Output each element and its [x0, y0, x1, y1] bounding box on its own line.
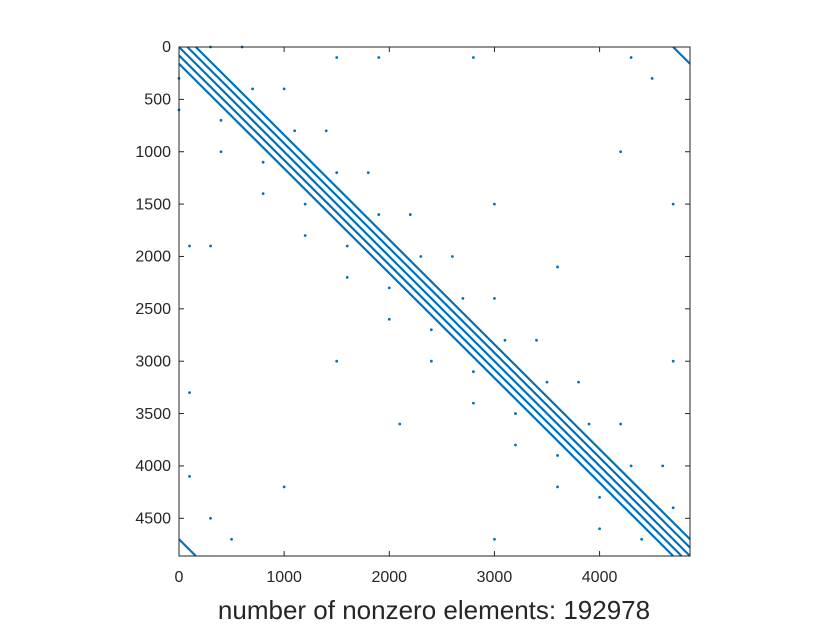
nonzero-point — [303, 202, 307, 206]
nonzero-point — [556, 265, 559, 269]
nonzero-point — [619, 150, 623, 154]
nonzero-point — [335, 171, 339, 175]
nonzero-point — [345, 244, 349, 248]
y-tick-label: 500 — [144, 92, 171, 109]
nonzero-point — [377, 56, 381, 59]
nonzero-point — [671, 506, 675, 510]
nonzero-point — [461, 296, 465, 300]
nonzero-point — [503, 338, 507, 342]
y-tick-label: 3500 — [135, 406, 171, 423]
plot-frame — [178, 46, 691, 557]
x-tick-label: 3000 — [477, 569, 513, 586]
nonzero-point — [419, 255, 423, 258]
nonzero-point — [429, 328, 433, 332]
nonzero-point — [556, 454, 559, 457]
nonzero-point — [188, 475, 191, 478]
nonzero-point — [251, 87, 255, 91]
nonzero-point — [661, 464, 665, 468]
nonzero-point — [598, 527, 601, 531]
nonzero-point — [545, 380, 549, 384]
nonzero-point — [556, 485, 559, 489]
y-tick-label: 0 — [162, 39, 171, 56]
nonzero-point — [366, 171, 370, 175]
nonzero-point — [514, 443, 517, 447]
nonzero-point — [493, 296, 496, 300]
nonzero-point — [577, 380, 580, 384]
nonzero-point — [293, 129, 297, 133]
nonzero-point — [219, 150, 223, 154]
nonzero-point — [619, 422, 623, 426]
nonzero-point — [303, 234, 307, 237]
nonzero-point — [429, 359, 433, 363]
nonzero-point — [387, 317, 391, 321]
nonzero-point — [472, 370, 475, 374]
nonzero-point — [587, 422, 591, 426]
x-tick-label: 4000 — [582, 569, 618, 586]
nonzero-point — [209, 244, 212, 248]
nonzero-point — [261, 192, 265, 196]
nonzero-point — [335, 56, 339, 59]
nonzero-point — [629, 464, 633, 468]
y-tick-label: 1500 — [135, 196, 171, 213]
nonzero-point — [261, 160, 265, 164]
y-tick-label: 2000 — [135, 249, 171, 266]
nonzero-band — [178, 538, 197, 557]
nonzero-point — [324, 129, 328, 133]
y-tick-label: 4000 — [135, 458, 171, 475]
nonzero-point — [335, 359, 339, 363]
nonzero-band — [195, 46, 691, 541]
nonzero-point — [282, 87, 286, 91]
y-tick-label: 1000 — [135, 144, 171, 161]
nonzero-point — [472, 56, 475, 59]
nonzero-point — [188, 244, 191, 248]
nonzero-point — [493, 537, 496, 541]
nonzero-point — [493, 202, 496, 206]
nonzero-point — [472, 401, 475, 405]
nonzero-point — [640, 537, 644, 541]
nonzero-point — [387, 286, 391, 290]
nonzero-band — [178, 54, 683, 557]
nonzero-band — [178, 46, 691, 557]
x-tick-label: 2000 — [371, 569, 407, 586]
nonzero-point — [209, 516, 212, 520]
nonzero-point — [398, 422, 402, 426]
nonzero-point — [598, 495, 601, 499]
nonzero-point — [408, 213, 412, 216]
y-tick-label: 4500 — [135, 511, 171, 528]
nonzero-point — [450, 255, 454, 258]
nonzero-point — [230, 537, 233, 541]
nonzero-point — [345, 276, 349, 279]
nonzero-point — [671, 359, 675, 363]
nonzero-point — [535, 338, 538, 342]
y-tick-label: 3000 — [135, 353, 171, 370]
nonzero-point — [650, 77, 654, 80]
nonzero-band — [186, 46, 691, 549]
nonzero-point — [188, 391, 191, 395]
nonzero-band — [178, 62, 674, 557]
x-tick-label: 1000 — [266, 569, 302, 586]
y-tick-label: 2500 — [135, 301, 171, 318]
nonzero-point — [629, 56, 633, 59]
nonzero-point — [377, 213, 381, 216]
nonzero-point — [219, 118, 223, 122]
nonzero-band — [672, 46, 691, 65]
nonzero-point — [671, 202, 675, 206]
x-axis-label: number of nonzero elements: 192978 — [218, 595, 650, 625]
x-tick-label: 0 — [175, 569, 184, 586]
nonzero-point — [514, 412, 517, 415]
nonzero-point — [282, 485, 286, 489]
